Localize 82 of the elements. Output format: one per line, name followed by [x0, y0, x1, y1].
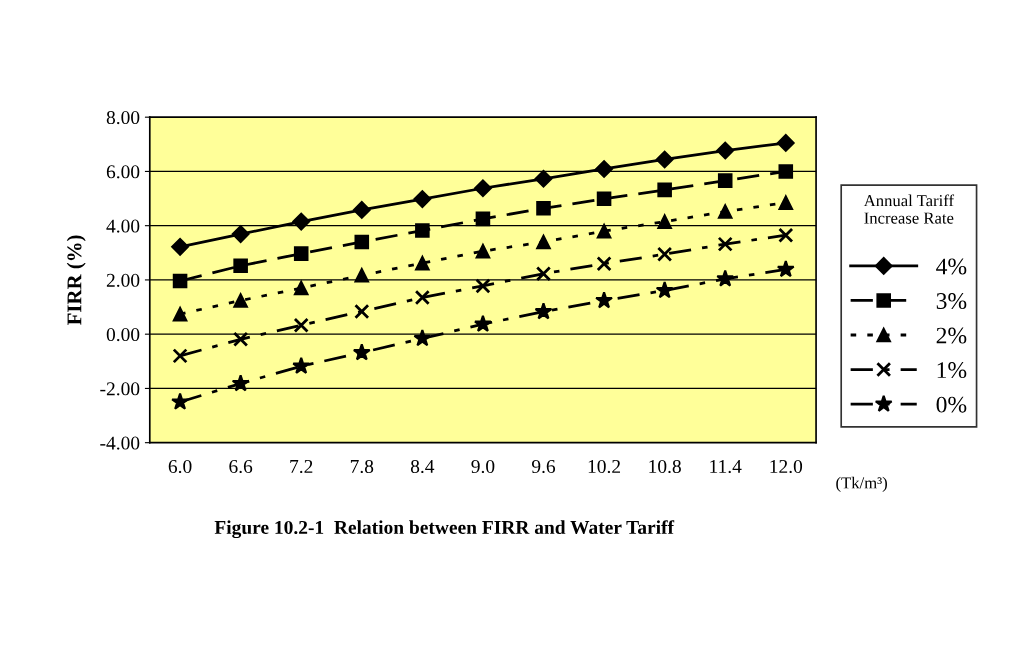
point — [475, 243, 491, 259]
point — [776, 134, 795, 152]
x-tick-label: 8.4 — [410, 459, 435, 474]
point — [292, 212, 311, 231]
x-tick-label: 6.6 — [229, 459, 253, 474]
point — [415, 223, 430, 238]
legend-label: 4% — [936, 258, 967, 275]
point — [596, 256, 612, 272]
point — [414, 289, 430, 306]
x-tick-label: 9.6 — [531, 459, 556, 474]
legend-label: 3% — [936, 293, 967, 310]
point — [231, 225, 250, 243]
point — [352, 343, 371, 361]
legend-label: 2% — [936, 327, 967, 344]
x-tick-label: 6.0 — [168, 459, 192, 474]
point — [595, 160, 613, 178]
point — [475, 278, 491, 294]
x-tick-label: 10.8 — [649, 459, 681, 474]
text: (Tk/m³) — [836, 476, 887, 492]
y-tick-label: -2.00 — [100, 382, 140, 396]
point — [171, 237, 189, 256]
y-tick-label: 8.00 — [106, 111, 140, 125]
point — [535, 266, 552, 282]
point — [717, 236, 733, 252]
legend-label: 0% — [936, 396, 967, 413]
y-tick-label: -4.00 — [100, 436, 140, 450]
legend-title: Annual Tariff Increase Rate — [863, 194, 955, 224]
point — [534, 302, 553, 320]
x-tick-label: 9.0 — [471, 459, 495, 474]
point — [172, 348, 188, 364]
point — [413, 190, 432, 208]
point — [655, 150, 674, 169]
point — [231, 374, 250, 392]
point — [352, 201, 371, 219]
y-tick-label: 0.00 — [106, 328, 140, 342]
point — [655, 281, 674, 299]
point — [716, 269, 735, 287]
point — [233, 293, 248, 308]
x-tick-label: 7.8 — [350, 459, 374, 474]
point — [474, 179, 492, 198]
y-tick-label: 4.00 — [106, 219, 140, 233]
point — [657, 246, 673, 262]
point — [657, 182, 672, 198]
point — [596, 223, 612, 239]
point — [354, 268, 370, 283]
point — [536, 201, 551, 216]
point — [473, 314, 492, 332]
point — [717, 173, 733, 188]
point — [354, 303, 370, 320]
point — [596, 191, 612, 207]
point — [233, 331, 249, 347]
point — [778, 227, 794, 243]
point — [475, 211, 491, 227]
point — [293, 280, 309, 296]
point — [172, 306, 188, 322]
point — [778, 164, 794, 179]
y-tick-label: 6.00 — [106, 165, 140, 179]
point — [172, 273, 188, 289]
point — [292, 356, 311, 374]
point — [534, 169, 553, 188]
y-tick-label: 2.00 — [106, 273, 140, 287]
point — [717, 204, 733, 219]
point — [413, 329, 432, 347]
x-tick-label: 7.2 — [290, 459, 313, 474]
legend-label: 1% — [937, 362, 967, 379]
x-tick-label: 11.4 — [710, 460, 742, 474]
point — [233, 258, 248, 274]
point — [293, 246, 309, 261]
point — [293, 317, 309, 333]
x-tick-label: 10.2 — [588, 459, 621, 474]
point — [778, 195, 794, 210]
point — [657, 214, 672, 229]
point — [536, 234, 551, 250]
x-tick-label: 12.0 — [770, 459, 803, 474]
point — [354, 234, 370, 250]
point — [595, 291, 614, 309]
point — [171, 392, 190, 410]
y-axis-title: FIRR (%) — [66, 235, 86, 325]
text: Figure 10.2-1 Relation between FIRR and Water Tariff — [214, 520, 675, 539]
point — [776, 259, 795, 278]
point — [716, 141, 735, 160]
point — [415, 255, 430, 271]
